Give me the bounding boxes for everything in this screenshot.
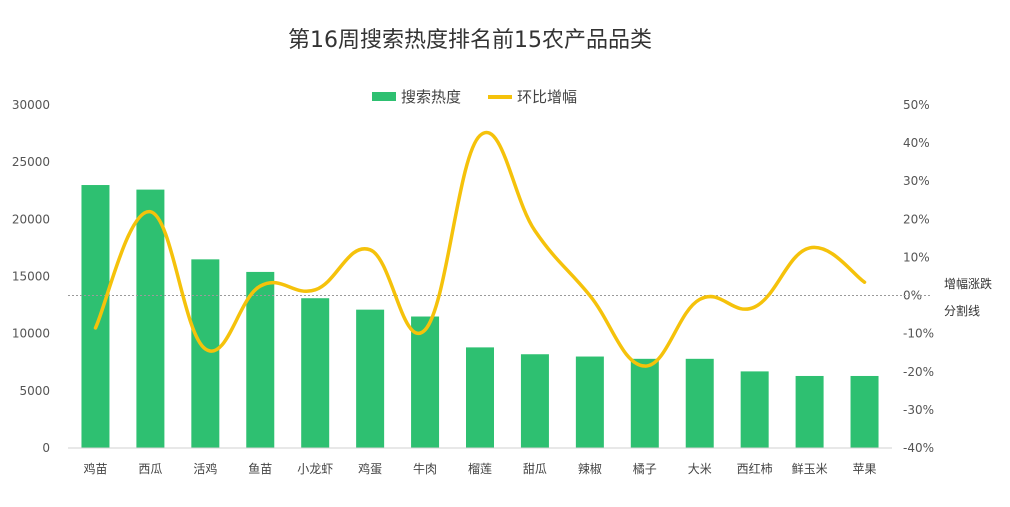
x-tick-label: 鱼苗 [248,462,272,476]
x-tick-label: 大米 [688,462,712,476]
bar [795,375,824,448]
right-y-tick-label: -40% [903,441,934,455]
x-tick-label: 鲜玉米 [792,462,828,476]
right-y-axis: -40%-30%-20%-10%0%10%20%30%40%50% [903,98,934,455]
right-y-tick-label: 10% [903,250,930,264]
left-y-tick-label: 25000 [12,155,50,169]
legend-label-bar: 搜索热度 [401,88,461,106]
x-tick-label: 西瓜 [138,462,162,476]
legend: 搜索热度 环比增幅 [372,88,577,106]
growth-line [93,130,867,368]
right-y-tick-label: -20% [903,365,934,379]
bar-series [81,185,879,449]
left-y-tick-label: 15000 [12,270,50,284]
x-tick-label: 榴莲 [468,462,492,476]
right-y-tick-label: -30% [903,403,934,417]
legend-swatch-bar [372,92,396,101]
x-axis: 鸡苗 西瓜 活鸡 鱼苗 小龙虾 鸡蛋 牛肉 榴莲 甜瓜 辣椒 橘子 大米 西红柿 鲜玉米 苹果 [68,447,892,476]
left-y-tick-label: 5000 [19,384,50,398]
right-y-tick-label: 30% [903,174,930,188]
bar [630,358,659,448]
chart-title: 第16周搜索热度排名前15农产品品类 [288,28,652,53]
left-y-tick-label: 0 [42,441,50,455]
x-tick-label: 橘子 [633,461,657,476]
line-series [93,130,867,368]
bar [136,189,165,448]
bar [850,375,879,448]
x-tick-label: 鸡蛋 [358,461,382,476]
annotation-line-1: 增幅涨跌 [944,276,992,291]
bar [301,298,330,448]
right-y-tick-label: 50% [903,98,930,112]
legend-label-line: 环比增幅 [517,88,577,106]
bar [81,185,110,449]
left-y-axis: 0 5000 10000 15000 20000 25000 30000 [12,98,50,455]
x-tick-label: 辣椒 [578,462,602,476]
bar [740,371,769,448]
reference-line-annotation: 增幅涨跌 分割线 [944,276,992,318]
x-tick-label: 牛肉 [413,461,437,476]
x-tick-label: 活鸡 [193,461,217,476]
x-tick-label: 甜瓜 [523,462,547,476]
bar [466,347,494,448]
x-tick-label: 西红柿 [737,461,773,476]
left-y-tick-label: 20000 [12,212,50,226]
bar [685,358,714,448]
x-tick-label: 鸡苗 [83,461,107,476]
bar [246,271,275,448]
bar [356,309,385,448]
left-y-tick-label: 30000 [12,98,50,112]
bar [411,316,440,448]
right-y-tick-label: -10% [903,327,934,341]
x-tick-label: 苹果 [853,462,877,476]
left-y-tick-label: 10000 [12,327,50,341]
bar [575,356,604,448]
x-tick-label: 小龙虾 [297,462,333,476]
bar [191,259,220,448]
bar [520,354,549,448]
right-y-tick-label: 40% [903,136,930,150]
annotation-line-2: 分割线 [944,303,980,318]
right-y-tick-label: 20% [903,212,930,226]
